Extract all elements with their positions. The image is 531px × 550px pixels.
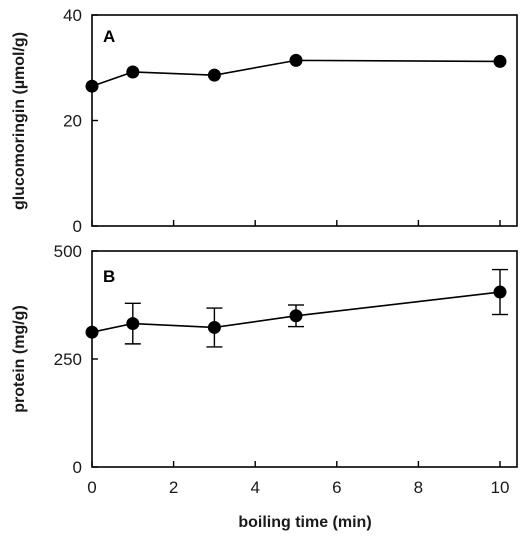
panel-b-x-tick-label: 4 (250, 478, 259, 497)
panel-b-data-point (289, 309, 303, 323)
panel-b-y-tick-label: 0 (73, 458, 82, 477)
panel-a-data-point (289, 53, 303, 67)
panel-a-data-point (493, 54, 507, 68)
panel-a-y-axis-title: glucomoringin (µmol/g) (11, 32, 28, 210)
panel-b-x-tick-label: 8 (414, 478, 423, 497)
panel-b: B protein (mg/g) 0 250 500 0 2 4 6 8 10 boiling … (11, 242, 518, 531)
panel-b-y-axis-title: protein (mg/g) (11, 305, 28, 413)
panel-b-label: B (103, 267, 115, 286)
panel-a-data-point (126, 65, 140, 79)
panel-b-x-tick-label: 2 (169, 478, 178, 497)
panel-b-x-tick-label: 10 (491, 478, 510, 497)
panel-b-frame (91, 250, 518, 468)
panel-b-y-tick-label: 250 (54, 350, 82, 369)
panel-b-marks: 0 250 500 0 2 4 6 8 10 (54, 242, 510, 497)
panel-b-data-point (126, 317, 140, 331)
x-axis-title: boiling time (min) (238, 514, 371, 531)
panel-a-y-tick-label: 40 (63, 6, 82, 25)
panel-a-y-tick-label: 0 (73, 217, 82, 236)
panel-a: A glucomoringin (µmol/g) 0 20 40 (11, 6, 518, 236)
panel-a-y-tick-label: 20 (63, 112, 82, 131)
panel-a-label: A (103, 27, 115, 46)
panel-a-marks: 0 20 40 (63, 6, 507, 236)
panel-b-data-point (85, 325, 99, 339)
panel-b-data-point (493, 285, 507, 299)
panel-a-data-point (85, 79, 99, 93)
panel-b-data-point (207, 320, 221, 334)
panel-b-x-tick-label: 0 (87, 478, 96, 497)
panel-b-x-tick-label: 6 (332, 478, 341, 497)
panel-a-frame (91, 14, 518, 227)
panel-a-data-point (207, 68, 221, 82)
panel-b-y-tick-label: 500 (54, 242, 82, 261)
